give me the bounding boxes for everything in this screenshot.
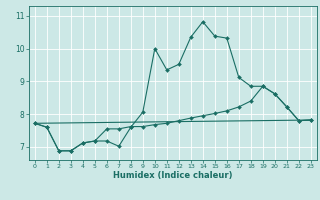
X-axis label: Humidex (Indice chaleur): Humidex (Indice chaleur) (113, 171, 233, 180)
